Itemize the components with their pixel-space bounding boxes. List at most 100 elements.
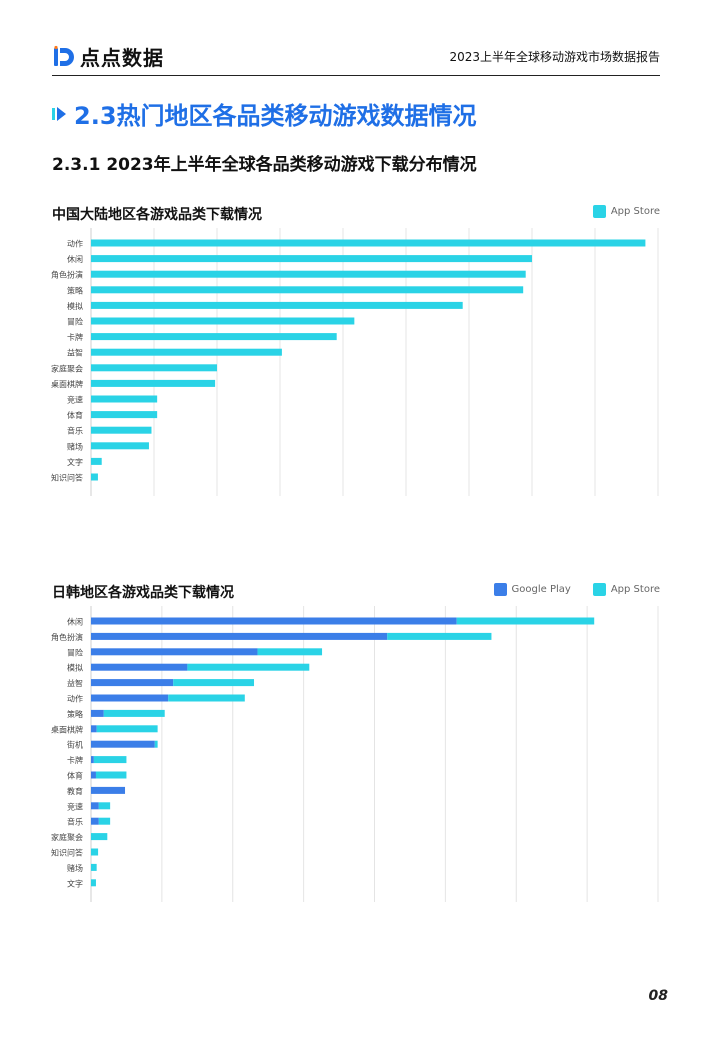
legend-label: App Store <box>610 584 660 595</box>
report-title: 2023上半年全球移动游戏市场数据报告 <box>449 50 660 64</box>
header-divider <box>52 75 660 76</box>
page-header: 点点数据 2023上半年全球移动游戏市场数据报告 <box>52 40 660 74</box>
chart2-title: 日韩地区各游戏品类下载情况 <box>52 585 234 601</box>
bar-app-store <box>98 802 111 810</box>
bar-app-store <box>103 709 165 717</box>
bar-app-store <box>91 426 152 434</box>
category-label: 体育 <box>67 771 83 781</box>
play-arrow-icon <box>52 106 66 121</box>
bar-google-play <box>91 771 96 779</box>
category-label: 模拟 <box>67 301 83 311</box>
category-label: 休闲 <box>67 254 83 264</box>
bar-google-play <box>91 817 99 825</box>
page-number: 08 <box>648 988 668 1004</box>
category-label: 音乐 <box>67 817 83 827</box>
category-label: 冒险 <box>67 317 83 327</box>
bar-google-play <box>91 694 169 702</box>
bar-app-store <box>95 771 127 779</box>
category-label: 赌场 <box>67 863 83 873</box>
category-label: 卡牌 <box>67 755 83 765</box>
bar-app-store <box>93 756 127 764</box>
bar-app-store <box>91 848 99 856</box>
category-label: 文字 <box>67 878 83 888</box>
bar-app-store <box>91 863 97 871</box>
category-label: 赌场 <box>67 441 83 451</box>
legend-item-app-store: App Store <box>592 583 660 596</box>
legend-item-app-store: App Store <box>592 205 660 218</box>
category-label: 休闲 <box>67 617 83 627</box>
bar-app-store <box>91 442 149 450</box>
subsection-title: 2.3.1 2023年上半年全球各品类移动游戏下载分布情况 <box>52 155 477 175</box>
category-label: 桌面棋牌 <box>51 724 83 734</box>
category-label: 知识问答 <box>51 473 83 483</box>
logo-icon <box>54 45 74 66</box>
bar-app-store <box>91 879 96 887</box>
bar-app-store <box>96 725 158 733</box>
category-label: 策略 <box>67 709 83 719</box>
category-label: 体育 <box>67 410 83 420</box>
bar-app-store <box>98 817 111 825</box>
bar-app-store <box>91 239 646 247</box>
bar-app-store <box>91 457 102 465</box>
bar-app-store <box>456 617 595 625</box>
bar-google-play <box>91 617 457 625</box>
category-label: 益智 <box>67 348 83 358</box>
category-label: 家庭聚会 <box>51 832 83 842</box>
category-label: 动作 <box>67 694 83 704</box>
legend-swatch-app-store <box>592 583 606 596</box>
category-label: 益智 <box>67 678 83 688</box>
chart1-title: 中国大陆地区各游戏品类下载情况 <box>52 207 262 223</box>
bar-app-store <box>168 694 245 702</box>
bar-google-play <box>91 756 94 764</box>
category-label: 教育 <box>67 786 83 796</box>
bar-app-store <box>91 255 532 263</box>
bar-google-play <box>91 786 126 794</box>
legend-label: App Store <box>610 206 660 217</box>
bar-app-store <box>91 270 526 278</box>
bar-app-store <box>173 679 255 687</box>
chart2-legend: Google Play App Store <box>472 583 660 596</box>
category-label: 桌面棋牌 <box>51 379 83 389</box>
bar-app-store <box>91 333 337 341</box>
legend-item-google-play: Google Play <box>493 583 571 596</box>
category-label: 文字 <box>67 457 83 467</box>
logo-text: 点点数据 <box>80 46 164 70</box>
bar-app-store <box>154 740 158 748</box>
legend-swatch-google-play <box>493 583 507 596</box>
category-label: 音乐 <box>67 426 83 436</box>
legend-label: Google Play <box>511 584 571 595</box>
bar-app-store <box>387 632 492 640</box>
category-label: 卡牌 <box>67 332 83 342</box>
bar-google-play <box>91 679 174 687</box>
section-title: 2.3热门地区各品类移动游戏数据情况 <box>74 102 477 130</box>
section-heading: 2.3热门地区各品类移动游戏数据情况 <box>52 96 477 131</box>
chart1-legend: App Store <box>571 205 660 218</box>
bar-google-play <box>91 663 188 671</box>
category-label: 家庭聚会 <box>51 363 83 373</box>
bar-google-play <box>91 709 104 717</box>
bar-app-store <box>91 395 158 403</box>
bar-google-play <box>91 725 97 733</box>
category-label: 竞速 <box>67 395 83 405</box>
bar-app-store <box>91 833 108 841</box>
bar-app-store <box>91 286 524 294</box>
category-label: 模拟 <box>67 663 83 673</box>
bar-app-store <box>91 379 216 387</box>
bar-app-store <box>187 663 310 671</box>
bar-google-play <box>91 802 99 810</box>
bar-app-store <box>91 473 98 481</box>
bar-app-store <box>91 364 217 372</box>
category-label: 知识问答 <box>51 848 83 858</box>
bar-app-store <box>91 317 355 325</box>
legend-swatch-app-store <box>592 205 606 218</box>
chart2-svg: 休闲角色扮演冒险模拟益智动作策略桌面棋牌街机卡牌体育教育竞速音乐家庭聚会知识问答… <box>51 606 659 902</box>
bar-google-play <box>91 632 388 640</box>
category-label: 冒险 <box>67 647 83 657</box>
bar-app-store <box>257 648 323 656</box>
category-label: 角色扮演 <box>51 632 83 642</box>
bar-app-store <box>91 411 158 419</box>
category-label: 动作 <box>67 239 83 249</box>
category-label: 竞速 <box>67 801 83 811</box>
category-label: 角色扮演 <box>51 270 83 280</box>
